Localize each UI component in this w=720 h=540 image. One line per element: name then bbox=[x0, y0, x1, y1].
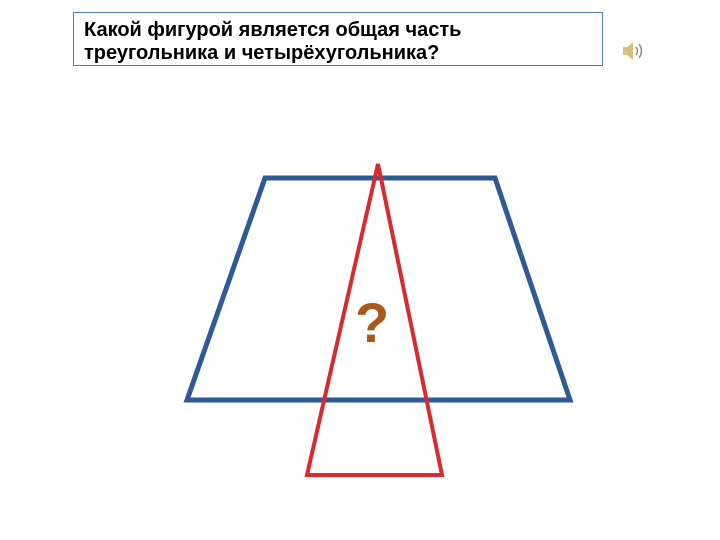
geometry-diagram bbox=[0, 0, 720, 540]
sound-wave-2 bbox=[639, 44, 642, 58]
sound-wave-1 bbox=[636, 47, 638, 55]
question-mark-label: ? bbox=[355, 290, 389, 355]
trapezoid-shape bbox=[187, 178, 570, 400]
speaker-cone bbox=[623, 42, 633, 60]
sound-icon bbox=[620, 38, 646, 64]
